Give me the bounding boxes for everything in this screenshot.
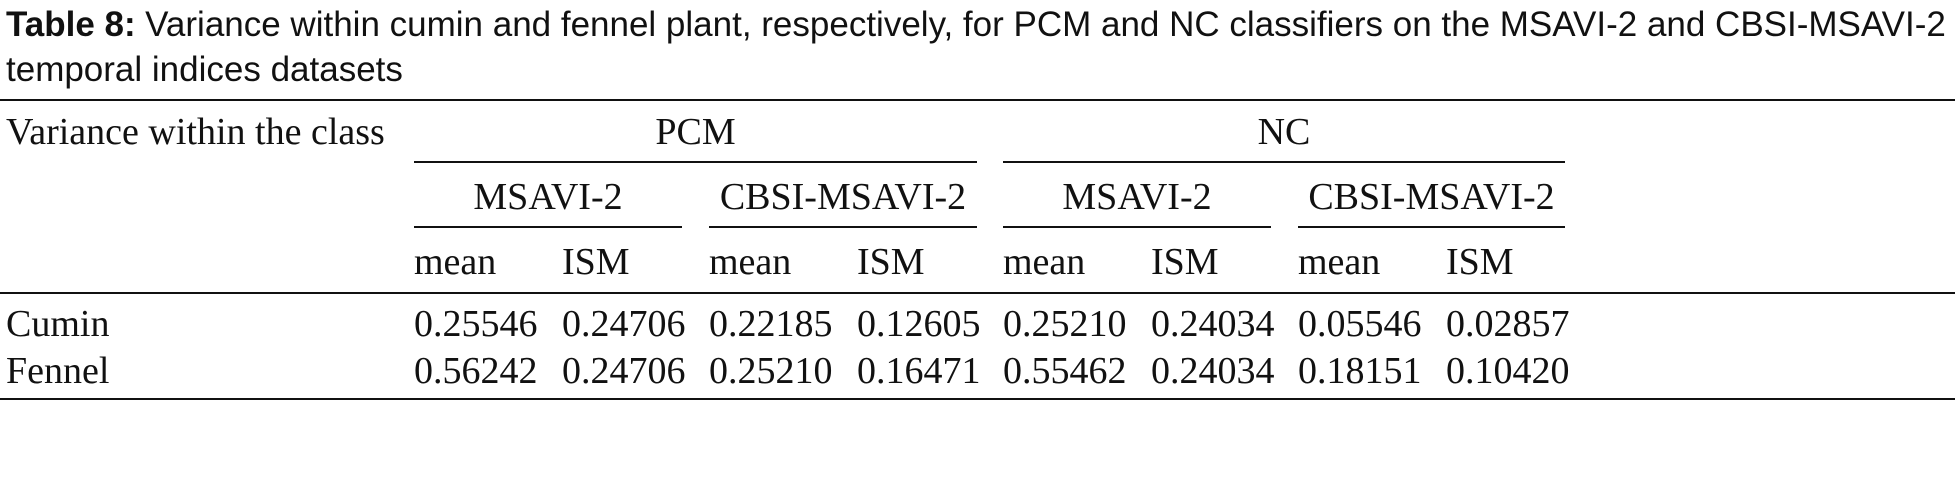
group-rule-nc — [1003, 161, 1565, 163]
table-label: Table 8: — [6, 5, 136, 44]
subgroup-header-pcm-cbsi-msavi2: CBSI-MSAVI-2 — [719, 176, 967, 218]
top-rule — [0, 99, 1955, 101]
table-title: Variance within cumin and fennel plant, … — [6, 5, 1946, 89]
column-header-pcm-msavi2-ism: ISM — [562, 241, 630, 283]
table-cell: 0.25210 — [709, 350, 833, 392]
group-rule-pcm — [414, 161, 977, 163]
column-header-nc-msavi2-ism: ISM — [1151, 241, 1219, 283]
subgroup-header-nc-cbsi-msavi2: CBSI-MSAVI-2 — [1308, 176, 1555, 218]
table-cell: 0.24706 — [562, 350, 686, 392]
table-cell: 0.02857 — [1446, 303, 1570, 345]
subgroup-rule-nc-msavi2 — [1003, 226, 1271, 228]
column-header-nc-msavi2-mean: mean — [1003, 241, 1086, 283]
column-header-pcm-cbsi-mean: mean — [709, 241, 792, 283]
column-header-pcm-msavi2-mean: mean — [414, 241, 497, 283]
table-cell: 0.55462 — [1003, 350, 1127, 392]
table-cell: 0.24034 — [1151, 303, 1275, 345]
column-header-nc-cbsi-ism: ISM — [1446, 241, 1514, 283]
table-cell: 0.25210 — [1003, 303, 1127, 345]
table-caption: Table 8: Variance within cumin and fenne… — [6, 2, 1951, 92]
table-cell: 0.10420 — [1446, 350, 1570, 392]
subgroup-rule-pcm-msavi2 — [414, 226, 682, 228]
table-cell: 0.22185 — [709, 303, 833, 345]
subgroup-rule-pcm-cbsi-msavi2 — [709, 226, 977, 228]
table-cell: 0.16471 — [857, 350, 981, 392]
subgroup-header-nc-msavi2: MSAVI-2 — [1062, 176, 1212, 218]
table-cell: 0.18151 — [1298, 350, 1422, 392]
table-cell: 0.25546 — [414, 303, 538, 345]
table-cell: 0.56242 — [414, 350, 538, 392]
subgroup-header-pcm-msavi2: MSAVI-2 — [473, 176, 623, 218]
subgroup-rule-nc-cbsi-msavi2 — [1298, 226, 1565, 228]
table-cell: 0.24034 — [1151, 350, 1275, 392]
bottom-rule — [0, 398, 1955, 400]
row-label-fennel: Fennel — [6, 350, 110, 392]
table-cell: 0.05546 — [1298, 303, 1422, 345]
header-rule — [0, 292, 1955, 294]
row-label-cumin: Cumin — [6, 303, 110, 345]
group-header-pcm: PCM — [655, 111, 736, 153]
column-header-nc-cbsi-mean: mean — [1298, 241, 1381, 283]
table-cell: 0.12605 — [857, 303, 981, 345]
table-cell: 0.24706 — [562, 303, 686, 345]
group-header-nc: NC — [1257, 111, 1311, 153]
row-header: Variance within the class — [6, 111, 385, 153]
column-header-pcm-cbsi-ism: ISM — [857, 241, 925, 283]
